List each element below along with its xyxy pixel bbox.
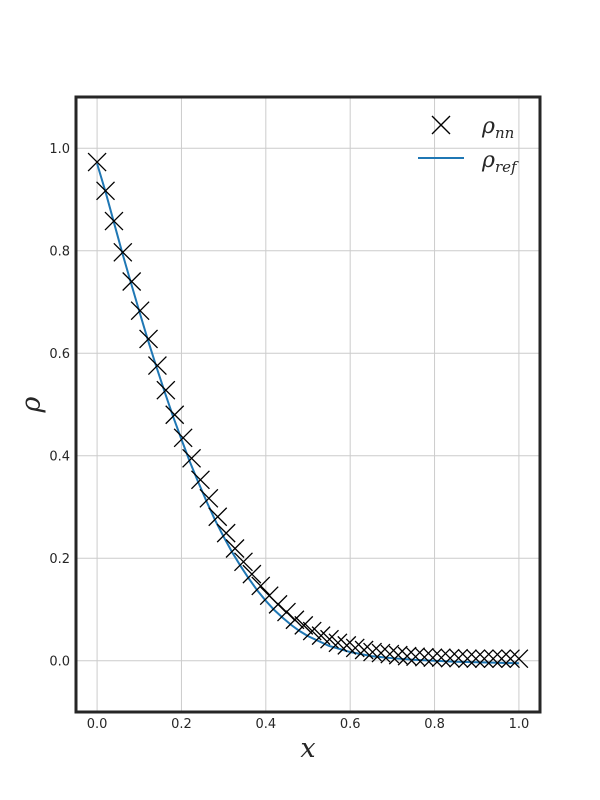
legend-label-nn-sub: nn (495, 124, 514, 142)
legend-entry-ref: ρref (418, 148, 519, 176)
nn-point-marker (122, 272, 142, 291)
nn-point-marker (165, 405, 185, 425)
legend-label-ref: ρref (481, 148, 519, 176)
nn-point-marker (225, 539, 245, 558)
x-tick-label: 1.0 (509, 717, 530, 732)
nn-point-marker (354, 640, 374, 660)
nn-point-marker (285, 610, 305, 630)
nn-point-marker (466, 649, 486, 669)
x-axis-label: x (300, 733, 315, 764)
x-tick-label: 0.8 (424, 717, 445, 732)
legend-label-nn: ρnn (481, 114, 514, 142)
nn-point-marker (104, 211, 124, 231)
y-tick-label: 0.2 (49, 552, 70, 567)
nn-point-marker (208, 507, 228, 527)
nn-point-marker (302, 621, 322, 641)
y-tick-label: 0.0 (49, 654, 70, 669)
y-tick-label: 0.4 (49, 449, 70, 464)
nn-point-marker (345, 638, 365, 658)
nn-point-marker (130, 301, 150, 321)
legend-label-ref-base: ρ (481, 148, 495, 173)
y-tick-label: 0.6 (49, 347, 70, 362)
nn-point-marker (414, 647, 434, 667)
nn-point-marker (483, 649, 503, 669)
nn-point-marker (363, 642, 382, 662)
nn-point-marker (242, 564, 262, 584)
x-tick-label: 0.6 (340, 717, 361, 732)
legend-label-ref-sub: ref (495, 158, 519, 176)
nn-point-marker (431, 648, 451, 668)
nn-point-marker (474, 649, 494, 669)
nn-point-marker (87, 152, 107, 172)
x-axis-ticks: 0.0 0.2 0.4 0.6 0.8 1.0 (87, 717, 530, 732)
nn-point-marker (423, 648, 443, 668)
nn-point-marker (216, 523, 236, 543)
nn-point-marker (147, 356, 167, 376)
nn-point-marker (501, 649, 520, 669)
nn-point-marker (380, 644, 400, 664)
nn-point-marker (440, 648, 460, 668)
y-tick-label: 1.0 (49, 142, 70, 157)
nn-point-marker (190, 470, 210, 490)
legend-entry-nn: ρnn (431, 114, 514, 142)
nn-point-marker (294, 615, 314, 635)
nn-point-marker (337, 635, 357, 655)
plot-frame (74, 95, 542, 714)
nn-point-marker (251, 576, 271, 596)
grid (76, 97, 540, 712)
series-nn-markers (87, 152, 529, 669)
x-tick-label: 0.4 (255, 717, 276, 732)
x-tick-label: 0.2 (171, 717, 192, 732)
nn-point-marker (509, 649, 529, 669)
y-axis-label: ρ (16, 396, 47, 413)
y-tick-label: 0.8 (49, 244, 70, 259)
nn-point-marker (113, 242, 133, 262)
legend-x-marker (431, 115, 451, 135)
nn-point-marker (388, 645, 408, 665)
nn-point-marker (397, 646, 417, 666)
nn-point-marker (234, 552, 253, 572)
nn-point-marker (406, 647, 426, 667)
legend-label-nn-base: ρ (481, 114, 495, 139)
ref-line-path (96, 163, 519, 665)
nn-point-marker (449, 648, 469, 668)
legend: ρnn ρref (418, 114, 519, 176)
nn-point-marker (139, 329, 159, 349)
series-ref-line (96, 163, 519, 665)
x-tick-label: 0.0 (87, 717, 108, 732)
y-axis-ticks: 0.0 0.2 0.4 0.6 0.8 1.0 (49, 142, 70, 670)
nn-point-marker (457, 649, 477, 669)
nn-point-marker (96, 181, 115, 201)
nn-point-marker (156, 380, 176, 400)
nn-point-marker (371, 643, 391, 663)
nn-point-marker (199, 488, 219, 508)
nn-point-marker (182, 448, 202, 468)
nn-point-marker (492, 649, 512, 669)
nn-point-marker (173, 428, 193, 448)
